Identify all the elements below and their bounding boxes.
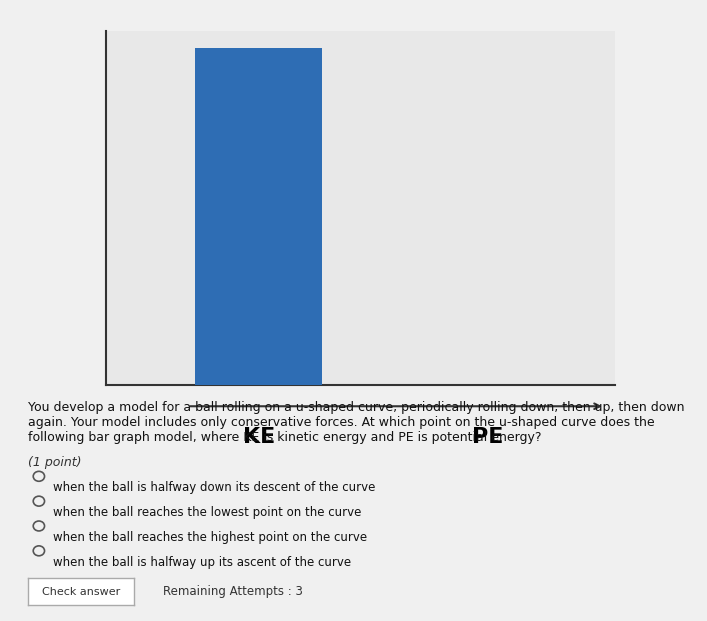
Bar	[195, 48, 322, 385]
Text: Remaining Attempts : 3: Remaining Attempts : 3	[163, 585, 303, 597]
Text: (1 point): (1 point)	[28, 456, 82, 469]
Text: You develop a model for a ball rolling on a u-shaped curve, periodically rolling: You develop a model for a ball rolling o…	[28, 401, 685, 443]
Text: when the ball reaches the lowest point on the curve: when the ball reaches the lowest point o…	[53, 506, 361, 519]
Text: when the ball is halfway up its ascent of the curve: when the ball is halfway up its ascent o…	[53, 556, 351, 569]
Text: when the ball reaches the highest point on the curve: when the ball reaches the highest point …	[53, 531, 367, 544]
Text: Check answer: Check answer	[42, 586, 120, 597]
Text: PE: PE	[472, 427, 503, 448]
Text: when the ball is halfway down its descent of the curve: when the ball is halfway down its descen…	[53, 481, 375, 494]
Text: KE: KE	[243, 427, 275, 448]
